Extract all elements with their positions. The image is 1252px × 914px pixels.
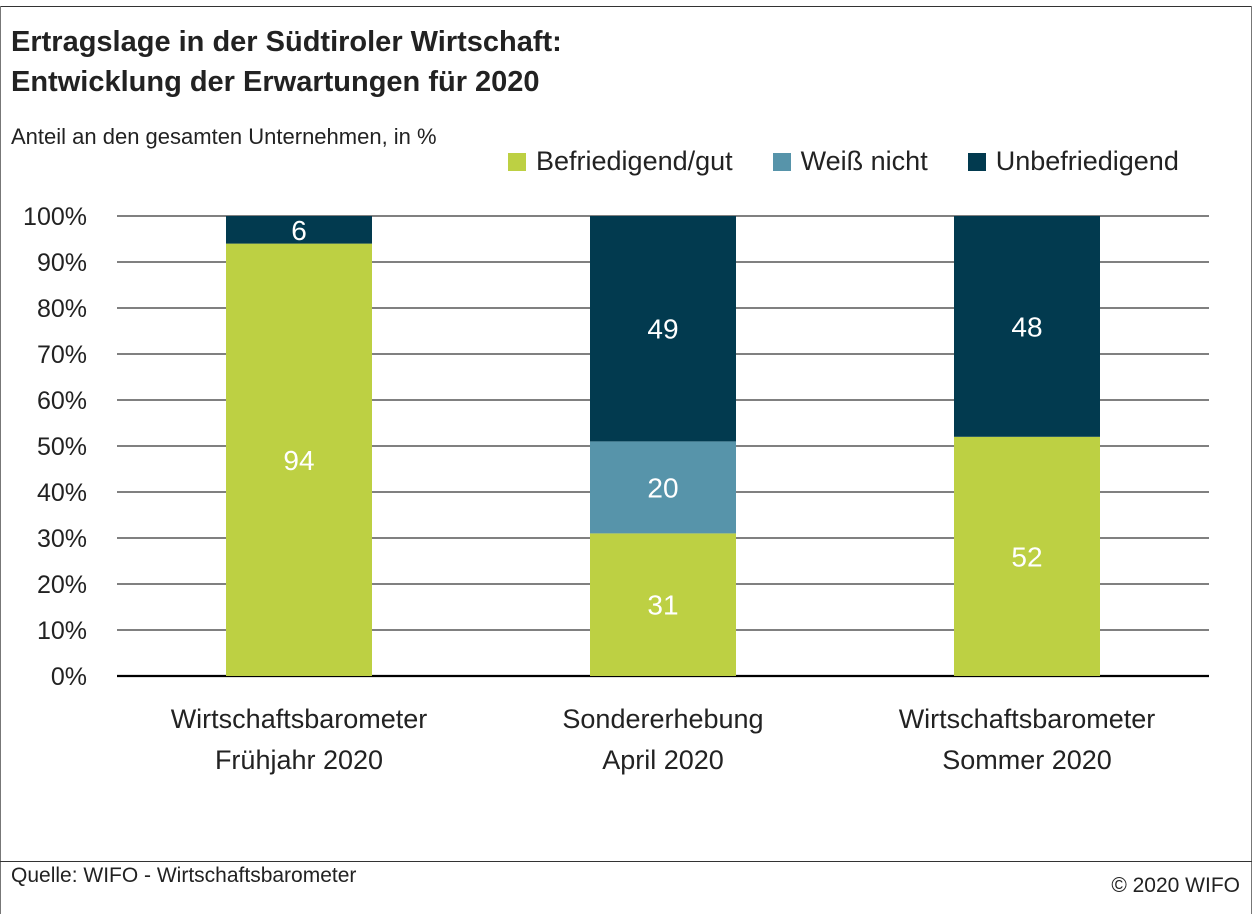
y-tick-label: 40%: [37, 479, 87, 507]
bar-segment: [954, 436, 1100, 676]
legend-item-unbefriedigend: Unbefriedigend: [967, 146, 1179, 177]
legend: Befriedigend/gut Weiß nicht Unbefriedige…: [508, 146, 1179, 177]
x-category-label: Frühjahr 2020: [215, 745, 383, 775]
y-tick-label: 70%: [37, 341, 87, 369]
source-note: Quelle: WIFO - Wirtschaftsbarometer: [11, 864, 357, 887]
legend-item-befriedigend: Befriedigend/gut: [508, 146, 733, 177]
left-border: [0, 6, 1, 914]
bar-segment: [590, 216, 736, 442]
legend-label-befriedigend: Befriedigend/gut: [536, 146, 733, 176]
data-label: 49: [647, 314, 678, 345]
y-tick-label: 10%: [37, 617, 87, 645]
y-tick-label: 50%: [37, 433, 87, 461]
top-border: [0, 6, 1252, 7]
legend-swatch-befriedigend: [508, 152, 526, 171]
y-tick-label: 100%: [23, 203, 87, 231]
stacked-bar-chart: 0% 10% 20% 30% 40% 50% 60% 70% 80% 90% 100% 94 6 Wir…: [23, 203, 1209, 775]
label-layer: 94 6 Wirtschaftsbarometer Frühjahr 2020 31 20…: [171, 215, 1156, 775]
data-label: 52: [1011, 541, 1042, 572]
footer-divider: [0, 861, 1252, 862]
x-category-label: April 2020: [602, 745, 724, 775]
data-label: 20: [647, 472, 678, 503]
y-tick-label: 0%: [51, 663, 87, 691]
y-tick-label: 60%: [37, 387, 87, 415]
data-label: 6: [291, 215, 307, 246]
bar-layer: [226, 216, 1100, 676]
copyright-note: © 2020 WIFO: [1111, 874, 1240, 897]
bar-segment: [590, 441, 736, 534]
data-label: 31: [647, 590, 678, 621]
x-category-label: Sondererhebung: [562, 704, 763, 734]
legend-swatch-unbefriedigend: [967, 152, 986, 171]
y-tick-label: 20%: [37, 571, 87, 599]
bar-segment: [954, 216, 1100, 437]
x-category-label: Sommer 2020: [942, 745, 1112, 775]
x-category-label: Wirtschaftsbarometer: [171, 704, 428, 734]
x-category-label: Wirtschaftsbarometer: [899, 704, 1156, 734]
chart-title: Ertragslage in der Südtiroler Wirtschaft…: [11, 22, 562, 102]
y-tick-label: 30%: [37, 525, 87, 553]
chart-title-line-1: Ertragslage in der Südtiroler Wirtschaft…: [11, 26, 562, 58]
data-label: 94: [283, 445, 314, 476]
legend-swatch-weiss-nicht: [772, 152, 791, 171]
bar-segment: [226, 243, 372, 676]
legend-label-weiss-nicht: Weiß nicht: [800, 146, 928, 176]
bar-segment: [590, 533, 736, 676]
legend-label-unbefriedigend: Unbefriedigend: [995, 146, 1179, 176]
legend-item-weiss-nicht: Weiß nicht: [772, 146, 928, 177]
y-tick-label: 80%: [37, 295, 87, 323]
data-label: 48: [1011, 311, 1042, 342]
bar-segment: [226, 216, 372, 244]
y-tick-label: 90%: [37, 249, 87, 277]
chart-title-line-2: Entwicklung der Erwartungen für 2020: [11, 66, 540, 98]
chart-subtitle: Anteil an den gesamten Unternehmen, in %: [11, 124, 437, 149]
